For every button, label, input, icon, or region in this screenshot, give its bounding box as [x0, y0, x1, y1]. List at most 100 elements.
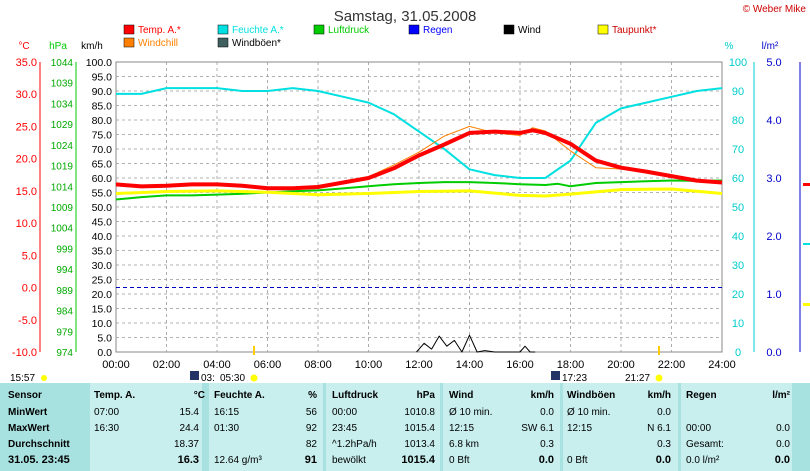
table-cell: 01:30 [214, 423, 240, 434]
table-cell: 23:45 [332, 423, 358, 434]
rain-tick: 1.0 [766, 289, 781, 301]
moonrise-time: 03: [201, 373, 215, 383]
x-tick: 18:00 [557, 359, 585, 371]
x-tick: 16:00 [506, 359, 534, 371]
wind-tick: 90.0 [92, 86, 113, 98]
table-header: Temp. A. [94, 390, 136, 401]
table-cell: 56 [305, 407, 317, 418]
x-tick: 02:00 [153, 359, 181, 371]
pressure-tick: 999 [56, 244, 73, 255]
weather-chart: Samstag, 31.05.2008 © Weber Mike Temp. A.*… [10, 4, 810, 383]
pressure-tick: 984 [56, 307, 73, 318]
grid [116, 62, 722, 352]
table-cell: 1010.8 [404, 407, 435, 418]
table-cell: 12.64 g/m³ [214, 455, 262, 466]
wind-tick: 5.0 [97, 333, 112, 345]
x-tick: 14:00 [456, 359, 484, 371]
x-tick: 04:00 [203, 359, 231, 371]
table-header: Wind [449, 390, 474, 401]
humidity-tick: 40 [732, 231, 744, 243]
legend-label: Windböen* [232, 38, 281, 49]
wind-tick: 45.0 [92, 217, 113, 229]
temp-tick: 0.0 [22, 283, 37, 295]
temp-tick: 35.0 [16, 57, 37, 69]
rain-tick: 3.0 [766, 173, 781, 185]
table-cell: 0.0 [657, 407, 671, 418]
table-cell: 0.0 l/m² [686, 455, 720, 466]
humidity-tick: 0 [735, 347, 741, 359]
temp-tick: 25.0 [16, 121, 37, 133]
table-header: hPa [416, 390, 435, 401]
credit-label: © Weber Mike [743, 4, 807, 15]
table-column-bg [90, 383, 202, 471]
humidity-tick: 70 [732, 144, 744, 156]
pressure-tick: 1014 [51, 182, 74, 193]
temp-tick: -5.0 [18, 315, 37, 327]
wind-tick: 15.0 [92, 304, 113, 316]
wind-tick: 20.0 [92, 289, 113, 301]
table-header: Luftdruck [332, 390, 379, 401]
table-cell: ^1.2hPa/h [332, 439, 377, 450]
rain-unit: l/m² [762, 41, 779, 52]
pressure-tick: 1039 [51, 79, 74, 90]
table-cell: 82 [305, 439, 317, 450]
temp-tick: 5.0 [22, 250, 37, 262]
table-cell: 0.0 [776, 439, 790, 450]
wind-tick: 60.0 [92, 173, 113, 185]
table-cell: SW 6.1 [521, 423, 554, 434]
sunrise-icon [250, 374, 258, 382]
pressure-tick: 989 [56, 286, 73, 297]
wind-tick: 70.0 [92, 144, 113, 156]
temp-tick: 15.0 [16, 186, 37, 198]
table-cell: bewölkt [332, 455, 366, 466]
x-tick: 12:00 [405, 359, 433, 371]
series-feuchte-a- [116, 87, 723, 179]
table-column-bg [563, 383, 678, 471]
x-tick: 00:00 [102, 359, 130, 371]
wind-tick: 30.0 [92, 260, 113, 272]
wind-tick: 55.0 [92, 188, 113, 200]
legend-swatch [217, 37, 229, 48]
wind-tick: 100.0 [86, 57, 112, 69]
series-luftdruck [115, 179, 723, 201]
table-cell: 0.3 [540, 439, 554, 450]
wind-tick: 0.0 [97, 347, 112, 359]
x-tick: 06:00 [254, 359, 282, 371]
pressure-tick: 1004 [51, 224, 74, 235]
table-cell: 0 Bft [449, 455, 470, 466]
series-taupunkt- [115, 187, 723, 198]
x-tick: 24:00 [708, 359, 736, 371]
table-cell: 16.3 [177, 454, 199, 466]
table-cell: 07:00 [94, 407, 120, 418]
table-cell: 24.4 [179, 423, 199, 434]
legend-swatch [123, 37, 135, 48]
table-header: °C [193, 390, 205, 401]
table-row-label: 31.05. 23:45 [8, 454, 70, 466]
sunset-icon [655, 374, 663, 382]
table-cell: 0.0 [540, 407, 554, 418]
pressure-tick: 1019 [51, 162, 74, 173]
moon-time-left: 15:57 [10, 373, 35, 383]
moonrise-icon [190, 371, 199, 380]
wind-tick: 75.0 [92, 130, 113, 142]
table-cell: 0.0 [776, 423, 790, 434]
pressure-tick: 1024 [51, 141, 74, 152]
table-header: Feuchte A. [214, 390, 265, 401]
sunset-time: 21:27 [625, 373, 650, 383]
rain-tick: 0.0 [766, 347, 781, 359]
table-row-label: MinWert [8, 407, 48, 418]
humidity-unit: % [725, 41, 734, 52]
table-cell: Gesamt: [686, 439, 724, 450]
humidity-tick: 10 [732, 318, 744, 330]
legend-label: Windchill [138, 38, 178, 49]
pressure-unit: hPa [49, 41, 67, 52]
table-cell: 00:00 [686, 423, 712, 434]
humidity-tick: 80 [732, 115, 744, 127]
table-cell: 0.3 [657, 439, 671, 450]
legend-swatch [217, 24, 229, 35]
pressure-tick: 994 [56, 265, 73, 276]
rain-tick: 5.0 [766, 57, 781, 69]
pressure-tick: 1029 [51, 120, 74, 131]
series-wind [416, 334, 536, 353]
table-row-label: MaxWert [8, 423, 50, 434]
